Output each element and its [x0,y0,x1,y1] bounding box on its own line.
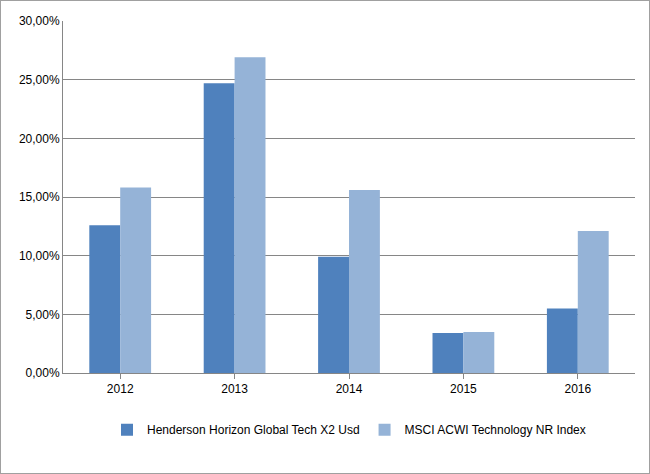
svg-text:2014: 2014 [336,382,363,396]
svg-text:2015: 2015 [450,382,477,396]
svg-text:Henderson Horizon Global Tech: Henderson Horizon Global Tech X2 Usd [147,423,360,437]
svg-text:5,00%: 5,00% [26,308,60,322]
svg-text:15,00%: 15,00% [19,190,60,204]
svg-text:2016: 2016 [564,382,591,396]
svg-text:20,00%: 20,00% [19,132,60,146]
svg-text:0,00%: 0,00% [26,366,60,380]
svg-text:MSCI ACWI Technology NR Index: MSCI ACWI Technology NR Index [405,423,586,437]
svg-text:2013: 2013 [221,382,248,396]
svg-text:2012: 2012 [107,382,134,396]
svg-text:30,00%: 30,00% [19,14,60,28]
svg-text:10,00%: 10,00% [19,249,60,263]
svg-text:25,00%: 25,00% [19,73,60,87]
